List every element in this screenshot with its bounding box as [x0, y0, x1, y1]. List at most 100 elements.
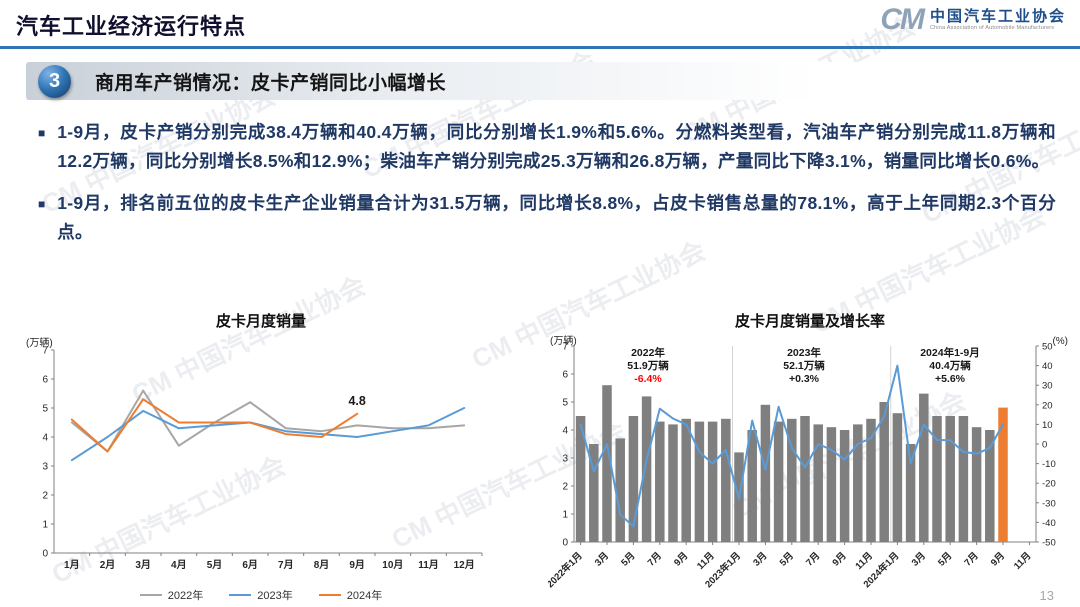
- svg-text:5月: 5月: [936, 550, 954, 568]
- legend-label: 2023年: [257, 590, 293, 602]
- svg-text:2月: 2月: [100, 559, 116, 571]
- section-title-prefix: 商用车产销情况：: [95, 72, 252, 94]
- series-2023年: [70, 407, 466, 462]
- svg-text:0: 0: [1042, 440, 1047, 451]
- svg-text:7月: 7月: [278, 559, 294, 571]
- svg-text:30: 30: [1042, 381, 1053, 392]
- svg-text:5: 5: [42, 404, 48, 415]
- svg-text:-20: -20: [1042, 479, 1056, 490]
- bullet-item: ■ 1-9月，皮卡产销分别完成38.4万辆和40.4万辆，同比分别增长1.9%和5…: [38, 118, 1056, 177]
- bullet-item: ■ 1-9月，排名前五位的皮卡生产企业销量合计为31.5万辆，同比增长8.8%，占…: [38, 189, 1056, 248]
- svg-text:7: 7: [562, 342, 568, 353]
- svg-text:3月: 3月: [910, 550, 928, 568]
- svg-text:9月: 9月: [830, 550, 848, 568]
- svg-text:3月: 3月: [593, 550, 611, 568]
- x-axis-labels: 1月 2月 3月 4月 5月 6月 7月 8月 9月 10月 11月 12月: [64, 553, 483, 571]
- svg-text:40.4万辆: 40.4万辆: [929, 359, 971, 372]
- svg-text:12月: 12月: [454, 559, 475, 571]
- svg-text:3: 3: [562, 454, 568, 465]
- svg-text:-10: -10: [1042, 459, 1056, 470]
- svg-text:2023年: 2023年: [787, 346, 821, 359]
- pickup-sales-growth-combo-chart-canvas: 0 1 2 3 4 5 6 7 -50 -40 -30 -20 -10 0 10 20 30 40 50 (万辆) (%…: [544, 334, 1068, 591]
- svg-text:9月: 9月: [989, 550, 1007, 568]
- square-bullet-icon: ■: [38, 126, 46, 140]
- svg-text:11月: 11月: [695, 550, 717, 572]
- svg-text:6: 6: [562, 370, 568, 381]
- right-axis-unit-label: (%): [1052, 336, 1068, 347]
- svg-text:7月: 7月: [804, 550, 822, 568]
- svg-text:+5.6%: +5.6%: [935, 373, 966, 385]
- svg-text:+0.3%: +0.3%: [789, 373, 820, 385]
- caam-logo-cn: 中国汽车工业协会: [929, 8, 1066, 26]
- y-axis-unit-label: (万辆): [26, 336, 53, 349]
- legend-line-swatch: [318, 593, 341, 597]
- svg-text:4月: 4月: [171, 559, 187, 571]
- svg-text:5月: 5月: [207, 559, 223, 571]
- svg-text:1月: 1月: [64, 559, 80, 571]
- svg-text:4: 4: [562, 426, 568, 437]
- svg-text:4: 4: [42, 433, 48, 444]
- section-number-badge: 3: [38, 64, 71, 98]
- page-number: 13: [1039, 588, 1054, 603]
- legend-label: 2022年: [167, 590, 204, 602]
- data-point-label: 4.8: [348, 394, 365, 408]
- svg-text:11月: 11月: [854, 550, 876, 572]
- svg-text:0: 0: [562, 538, 568, 549]
- legend-line-swatch: [229, 593, 252, 597]
- series-2024年: [70, 398, 359, 453]
- svg-text:-50: -50: [1042, 538, 1056, 549]
- axes: 0 1 2 3 4 5 6 7: [42, 346, 482, 560]
- svg-text:7月: 7月: [962, 550, 980, 568]
- caam-logo-en: China Association of Automobile Manufact…: [929, 25, 1055, 32]
- svg-text:-40: -40: [1042, 518, 1056, 529]
- legend-item: 2022年: [139, 587, 204, 603]
- svg-text:20: 20: [1042, 400, 1053, 411]
- svg-text:2022年1月: 2022年1月: [548, 550, 585, 591]
- svg-text:1: 1: [562, 510, 568, 521]
- chart-title-left: 皮卡月度销量: [215, 313, 306, 330]
- chart-legend: 2022年 2023年 2024年: [24, 587, 498, 603]
- caam-logo-text: 中国汽车工业协会 China Association of Automobile…: [930, 8, 1066, 32]
- svg-text:5: 5: [562, 398, 568, 409]
- bullet-text: 1-9月，皮卡产销分别完成38.4万辆和40.4万辆，同比分别增长1.9%和5.…: [57, 122, 1056, 172]
- svg-text:3月: 3月: [135, 559, 151, 571]
- svg-text:50: 50: [1042, 342, 1053, 353]
- svg-text:2022年: 2022年: [631, 346, 665, 359]
- caam-logo-mark-icon: CM: [880, 3, 925, 36]
- svg-text:2: 2: [42, 491, 48, 502]
- svg-text:6月: 6月: [242, 559, 258, 571]
- square-bullet-icon: ■: [38, 196, 46, 211]
- svg-text:10月: 10月: [382, 559, 403, 571]
- bullet-text: 1-9月，排名前五位的皮卡生产企业销量合计为31.5万辆，同比增长8.8%，占皮…: [57, 192, 1056, 243]
- svg-text:11月: 11月: [418, 559, 439, 571]
- svg-text:-30: -30: [1042, 498, 1056, 509]
- series-2022年: [70, 389, 466, 453]
- legend-item: 2024年: [318, 587, 383, 603]
- bullet-list: ■ 1-9月，皮卡产销分别完成38.4万辆和40.4万辆，同比分别增长1.9%和5…: [38, 118, 1056, 260]
- svg-text:7: 7: [42, 346, 48, 357]
- caam-logo: CM 中国汽车工业协会 China Association of Automob…: [880, 5, 1066, 35]
- svg-text:9月: 9月: [672, 550, 690, 568]
- year-separators: [731, 346, 892, 542]
- svg-text:51.9万辆: 51.9万辆: [627, 359, 669, 372]
- svg-text:10: 10: [1042, 420, 1053, 431]
- section-title-emphasis: 皮卡产销同比小幅增长: [251, 72, 447, 94]
- svg-text:7月: 7月: [646, 550, 664, 568]
- pickup-sales-growth-chart: 皮卡月度销量及增长率 0 1 2 3 4 5 6 7 -50 -40 -30 -20 -10 0 10 20 3…: [544, 312, 1072, 607]
- section-heading-bar: 3 商用车产销情况：皮卡产销同比小幅增长: [26, 62, 1080, 100]
- svg-text:2: 2: [562, 482, 568, 493]
- legend-label: 2024年: [346, 590, 383, 602]
- svg-text:5月: 5月: [778, 550, 796, 568]
- svg-text:8月: 8月: [314, 559, 330, 571]
- svg-text:52.1万辆: 52.1万辆: [783, 359, 825, 372]
- sales-bars: [575, 385, 1008, 542]
- pickup-monthly-sales-chart: 皮卡月度销量 0 1 2 3 4 5 6 7 1月 2月 3月 4月 5月 6月 7月 8月 9月 10月 11月 1…: [24, 312, 498, 603]
- svg-text:11月: 11月: [1012, 550, 1034, 572]
- legend-item: 2023年: [229, 587, 293, 603]
- section-title: 商用车产销情况：皮卡产销同比小幅增长: [95, 68, 446, 95]
- svg-text:6: 6: [42, 375, 48, 386]
- slide-header: 汽车工业经济运行特点 CM 中国汽车工业协会 China Association…: [0, 0, 1080, 49]
- svg-text:5月: 5月: [619, 550, 637, 568]
